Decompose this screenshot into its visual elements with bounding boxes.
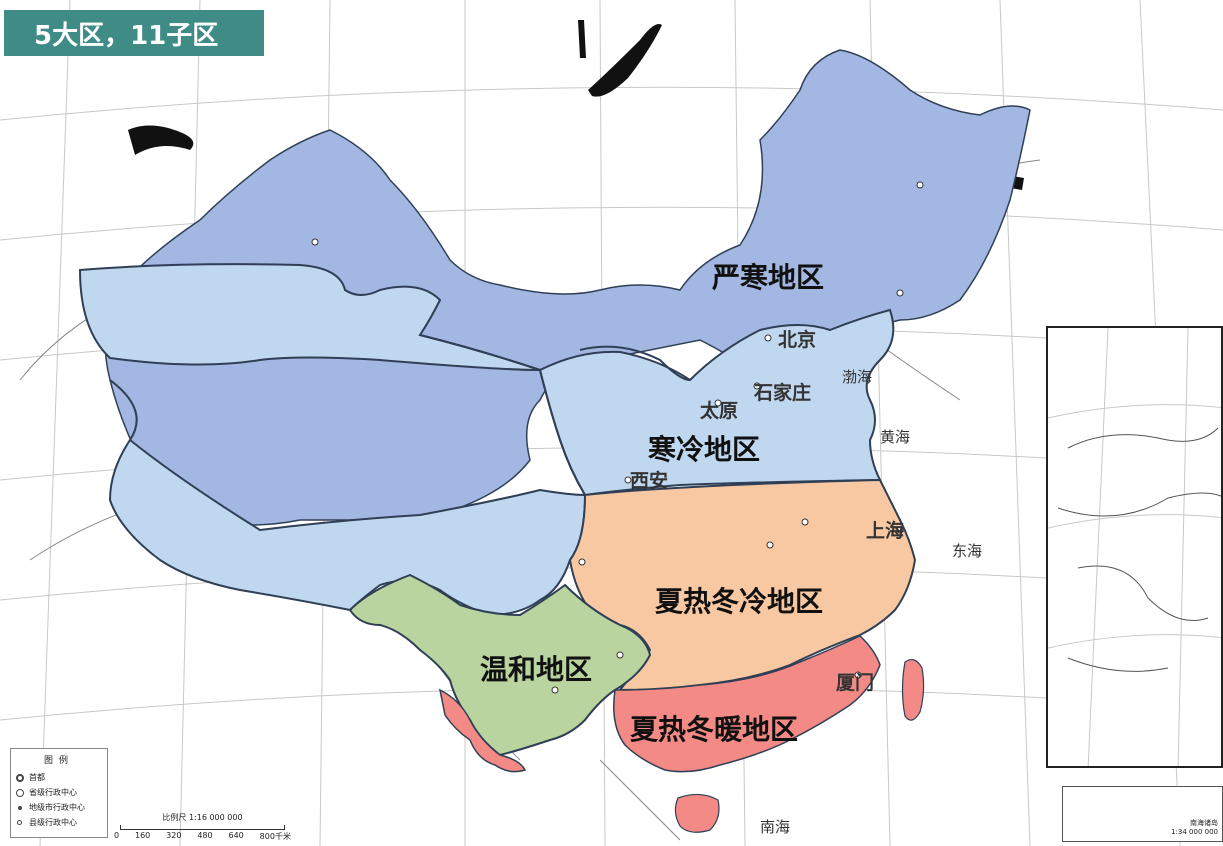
city-xiamen: 厦门 — [836, 672, 875, 694]
inset-map — [1046, 326, 1223, 768]
legend-item-label: 地级市行政中心 — [29, 803, 85, 812]
scale-tick: 320 — [166, 831, 182, 840]
label-hot-summer-warm-winter: 夏热冬暖地区 — [630, 713, 799, 746]
label-mild: 温和地区 — [480, 653, 593, 686]
city-markers — [311, 181, 924, 694]
scale-bar: 比例尺 1:16 000 000 0 160 320 480 640 800千米 — [110, 812, 295, 841]
scale-tick: 800千米 — [259, 832, 291, 841]
hainan-island — [674, 793, 720, 833]
scale-label: 比例尺 1:16 000 000 — [162, 813, 243, 822]
sea-bohai: 渤海 — [842, 368, 873, 386]
taiwan-island — [901, 658, 925, 721]
prefecture-center-icon — [18, 805, 22, 810]
capital-symbol-icon — [16, 773, 24, 782]
inset-map-graphic — [1048, 328, 1221, 766]
map-legend: 图例 首都 省级行政中心 地级市行政中心 县级行政中心 — [10, 748, 108, 838]
sea-yellow: 黄海 — [880, 428, 911, 446]
county-center-icon — [17, 820, 22, 825]
subzone-boundaries — [109, 334, 691, 496]
title-banner: 5大区，11子区 — [4, 10, 264, 56]
label-hot-summer-cold-winter: 夏热冬冷地区 — [655, 585, 824, 618]
scale-ruler — [120, 825, 285, 830]
zone-cold-southwest — [108, 438, 587, 617]
legend-row: 地级市行政中心 — [16, 802, 102, 813]
city-xian: 西安 — [630, 470, 669, 492]
inset-label: 南海诸岛 — [1190, 819, 1218, 827]
city-beijing: 北京 — [778, 329, 817, 351]
inset-caption: 南海诸岛 1:34 000 000 — [1171, 819, 1218, 837]
title-text: 5大区，11子区 — [34, 20, 219, 51]
scale-tick: 160 — [134, 831, 151, 840]
scale-tick: 0 — [114, 831, 120, 840]
city-shijiazhuang: 石家庄 — [754, 382, 812, 404]
legend-row: 县级行政中心 — [16, 817, 102, 828]
scale-ticks: 0 160 320 480 640 800千米 — [110, 831, 295, 842]
label-cold: 寒冷地区 — [648, 433, 761, 466]
city-shanghai: 上海 — [866, 520, 905, 542]
legend-row: 省级行政中心 — [16, 787, 102, 798]
sea-east: 东海 — [952, 542, 983, 560]
province-center-icon — [16, 788, 24, 797]
inset-scale: 1:34 000 000 — [1171, 828, 1218, 836]
legend-item-label: 首都 — [29, 773, 45, 782]
scale-tick: 640 — [228, 831, 244, 840]
scale-tick: 480 — [197, 831, 213, 840]
legend-item-label: 省级行政中心 — [29, 788, 77, 797]
legend-row: 首都 — [16, 772, 102, 783]
label-severe-cold: 严寒地区 — [712, 261, 825, 294]
zone-hot-summer-warm-winter-yunnan — [438, 688, 527, 773]
city-taiyuan: 太原 — [700, 400, 739, 422]
zone-hot-summer-warm-winter — [613, 635, 881, 773]
zone-mild — [348, 573, 652, 757]
sea-south: 南海 — [760, 818, 791, 836]
legend-title: 图例 — [43, 756, 74, 766]
legend-item-label: 县级行政中心 — [29, 818, 77, 827]
south-sea-islands-inset: 南海诸岛 1:34 000 000 — [1062, 786, 1223, 842]
